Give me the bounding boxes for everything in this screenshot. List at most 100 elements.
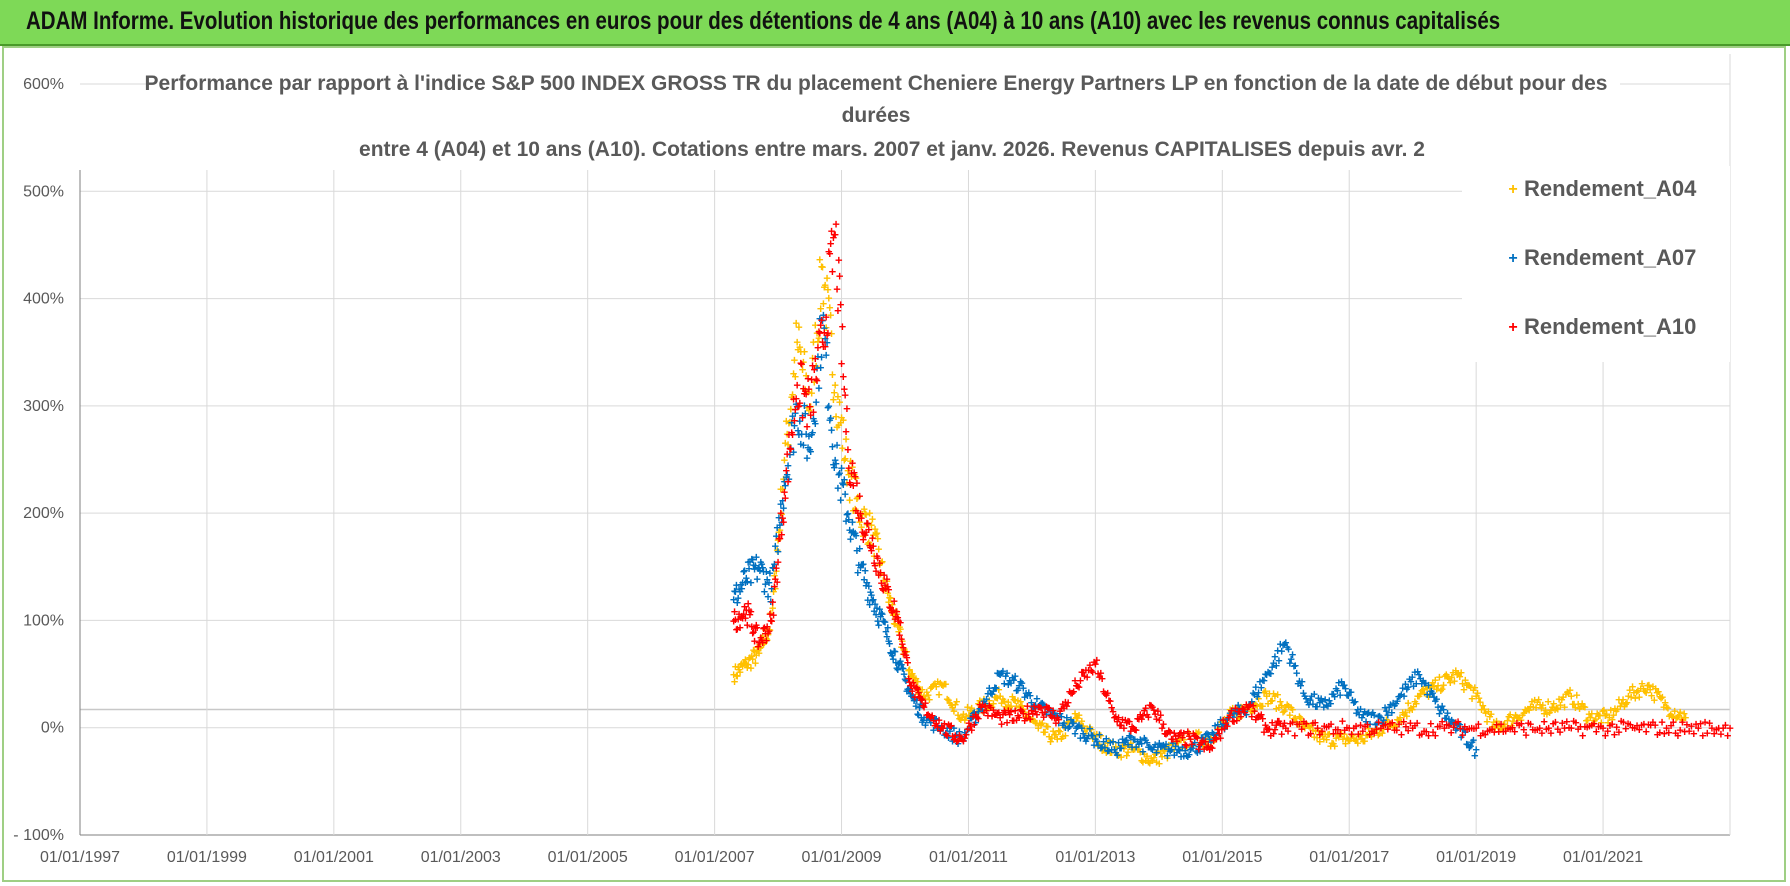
data-point-interp: + [1602, 708, 1610, 723]
data-point-interp: + [1024, 699, 1032, 714]
data-point-interp: + [1509, 714, 1517, 729]
data-point-interp: + [850, 503, 858, 518]
data-point-interp: + [1586, 719, 1594, 734]
data-point-interp: + [782, 478, 790, 493]
data-point-interp: + [838, 356, 846, 371]
data-point-interp: + [1136, 707, 1144, 722]
data-point-interp: + [785, 472, 793, 487]
data-point: + [1453, 721, 1461, 736]
data-point-interp: + [888, 604, 896, 619]
data-point-interp: + [1459, 722, 1467, 737]
data-point-interp: + [1259, 711, 1267, 726]
data-point-interp: + [1051, 727, 1059, 742]
data-point: + [996, 710, 1004, 725]
data-point-interp: + [972, 707, 980, 722]
data-point-interp: + [964, 722, 972, 737]
data-point: + [1631, 721, 1639, 736]
data-point: + [895, 656, 903, 671]
data-point-interp: + [1251, 698, 1259, 713]
data-point-interp: + [1240, 701, 1248, 716]
data-point-interp: + [1556, 724, 1564, 739]
data-point-interp: + [1474, 686, 1482, 701]
data-point-interp: + [956, 711, 964, 726]
data-point-interp: + [1126, 739, 1134, 754]
x-tick-label: 01/01/2005 [548, 849, 628, 866]
data-point-interp: + [1387, 697, 1395, 712]
data-point-interp: + [848, 525, 856, 540]
y-axis-labels: - 100%0%100%200%300%400%500%600% [13, 76, 64, 844]
data-point-interp: + [886, 636, 894, 651]
data-point-interp: + [1173, 733, 1181, 748]
data-point-interp: + [772, 538, 780, 553]
data-point-interp: + [879, 554, 887, 569]
data-point-interp: + [928, 708, 936, 723]
data-point-interp: + [769, 560, 777, 575]
data-point-interp: + [1169, 737, 1177, 752]
data-point: + [1529, 699, 1537, 714]
data-point-interp: + [1256, 698, 1264, 713]
data-point-interp: + [769, 600, 777, 615]
data-point-interp: + [1164, 748, 1172, 763]
data-point-interp: + [735, 662, 743, 677]
data-point-interp: + [1275, 700, 1283, 715]
data-point-interp: + [789, 387, 797, 402]
data-point-interp: + [1287, 716, 1295, 731]
data-point-interp: + [1232, 702, 1240, 717]
data-point: + [1415, 667, 1423, 682]
data-point-interp: + [754, 643, 762, 658]
data-point-interp: + [1368, 723, 1376, 738]
data-point-interp: + [775, 531, 783, 546]
data-point-interp: + [1255, 685, 1263, 700]
data-point-interp: + [1028, 712, 1036, 727]
data-point-interp: + [1471, 680, 1479, 695]
data-point-interp: + [1678, 712, 1686, 727]
data-point-interp: + [1561, 700, 1569, 715]
data-point-interp: + [1317, 691, 1325, 706]
data-point-interp: + [1029, 699, 1037, 714]
data-point-interp: + [762, 564, 770, 579]
data-point-interp: + [1551, 702, 1559, 717]
data-point-interp: + [903, 650, 911, 665]
data-point-interp: + [919, 713, 927, 728]
data-point-interp: + [1330, 686, 1338, 701]
data-point-interp: + [1189, 726, 1197, 741]
data-point-interp: + [900, 643, 908, 658]
data-point-interp: + [892, 609, 900, 624]
data-point-interp: + [1468, 691, 1476, 706]
data-point-interp: + [1531, 722, 1539, 737]
data-point-interp: + [979, 697, 987, 712]
data-point-interp: + [1219, 712, 1227, 727]
data-point-interp: + [1240, 704, 1248, 719]
data-point-interp: + [946, 719, 954, 734]
data-point-interp: + [1489, 719, 1497, 734]
data-point-interp: + [1230, 714, 1238, 729]
data-point-interp: + [1006, 673, 1014, 688]
data-point-interp: + [1221, 712, 1229, 727]
data-point-interp: + [1030, 714, 1038, 729]
data-point-interp: + [1029, 711, 1037, 726]
data-point-interp: + [917, 690, 925, 705]
data-point-interp: + [972, 715, 980, 730]
data-point: + [1206, 731, 1214, 746]
data-point-interp: + [750, 643, 758, 658]
data-point-interp: + [991, 707, 999, 722]
data-point: + [1206, 742, 1214, 757]
data-point-interp: + [880, 582, 888, 597]
data-point-interp: + [743, 617, 751, 632]
data-point: + [1263, 721, 1271, 736]
data-point-interp: + [1181, 740, 1189, 755]
data-point-interp: + [1226, 706, 1234, 721]
data-point-interp: + [954, 736, 962, 751]
series-rendement-a04: ++++++++++++++++++++++++++++++++++++++++… [730, 252, 1690, 771]
data-point-interp: + [1179, 741, 1187, 756]
data-point-interp: + [792, 369, 800, 384]
data-point-interp: + [886, 600, 894, 615]
data-point-interp: + [1309, 722, 1317, 737]
data-point-interp: + [1183, 739, 1191, 754]
data-point-interp: + [1146, 756, 1154, 771]
data-point-interp: + [834, 303, 842, 318]
data-point: + [1415, 689, 1423, 704]
data-point-interp: + [1407, 716, 1415, 731]
data-point-interp: + [1316, 695, 1324, 710]
